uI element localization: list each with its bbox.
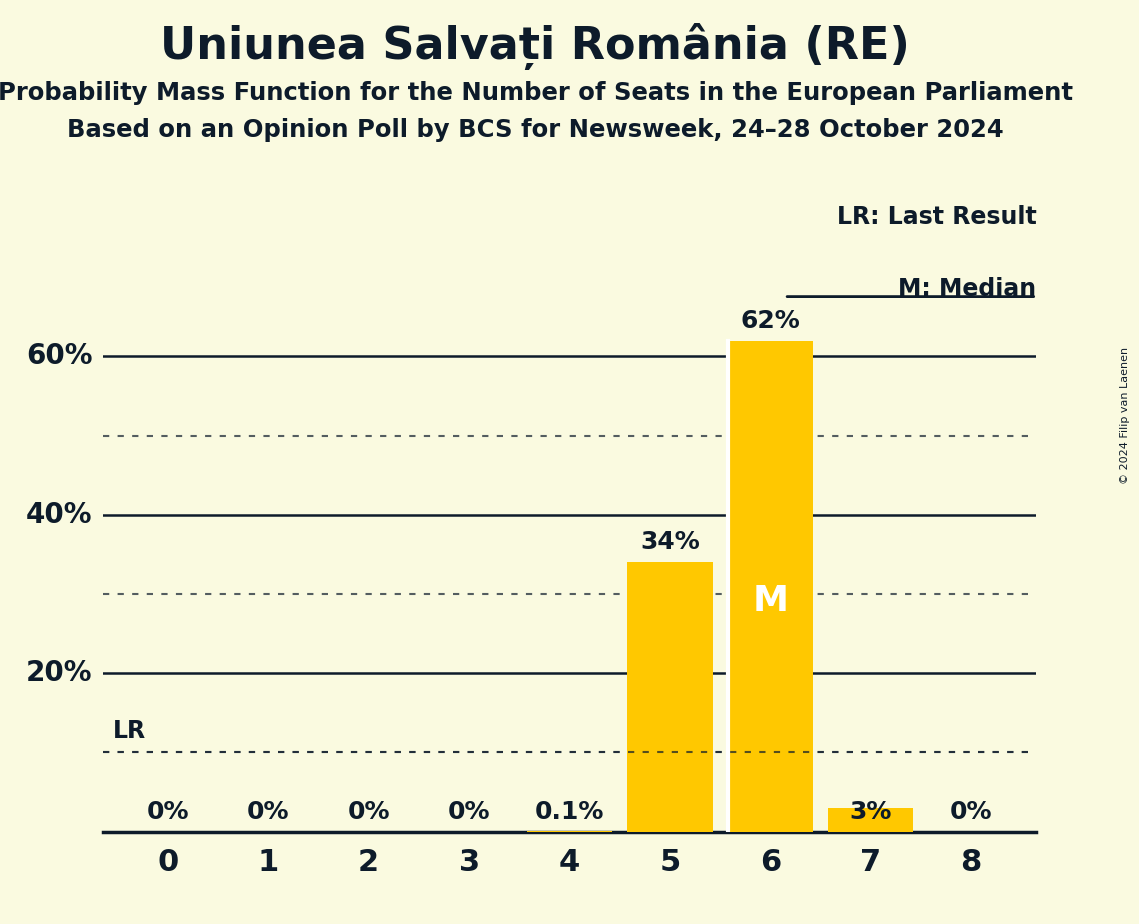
- Bar: [628, 563, 713, 832]
- Text: 0%: 0%: [147, 799, 189, 823]
- Text: LR: LR: [113, 719, 146, 743]
- Text: 62%: 62%: [740, 309, 801, 333]
- Bar: [728, 341, 813, 832]
- Text: M: Median: M: Median: [899, 277, 1036, 301]
- Text: 3%: 3%: [850, 799, 892, 823]
- Text: 0%: 0%: [950, 799, 992, 823]
- Text: M: M: [753, 584, 788, 618]
- Text: 60%: 60%: [26, 343, 92, 371]
- Text: LR: Last Result: LR: Last Result: [837, 205, 1036, 229]
- Text: Based on an Opinion Poll by BCS for Newsweek, 24–28 October 2024: Based on an Opinion Poll by BCS for News…: [67, 118, 1003, 142]
- Text: 40%: 40%: [26, 501, 92, 529]
- Text: 0.1%: 0.1%: [535, 799, 604, 823]
- Text: 0%: 0%: [247, 799, 289, 823]
- Text: 34%: 34%: [640, 530, 699, 554]
- Text: © 2024 Filip van Laenen: © 2024 Filip van Laenen: [1121, 347, 1130, 484]
- Bar: [828, 808, 913, 832]
- Text: 20%: 20%: [26, 659, 92, 687]
- Text: 0%: 0%: [448, 799, 490, 823]
- Text: Probability Mass Function for the Number of Seats in the European Parliament: Probability Mass Function for the Number…: [0, 81, 1073, 105]
- Text: 0%: 0%: [347, 799, 390, 823]
- Text: Uniunea Salvați România (RE): Uniunea Salvați România (RE): [161, 23, 910, 70]
